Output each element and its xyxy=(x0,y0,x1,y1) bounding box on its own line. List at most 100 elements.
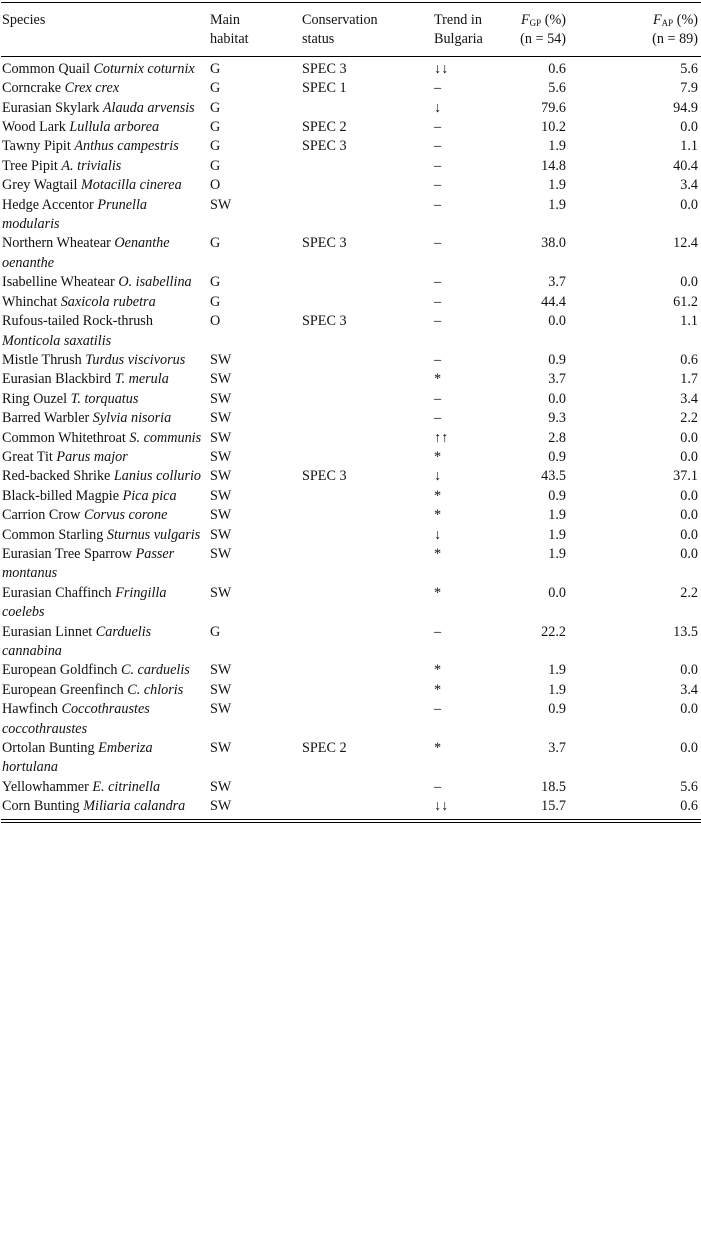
habitat-cell: SW xyxy=(210,487,232,504)
fap-cell: 0.0 xyxy=(680,196,698,213)
common-name: Corncrake xyxy=(2,80,62,97)
status-cell xyxy=(302,681,434,700)
fap-cell: 1.1 xyxy=(680,313,698,330)
habitat-cell: SW xyxy=(210,740,232,757)
trend-cell: * xyxy=(434,487,442,504)
species-cell: Eurasian Chaffinch Fringilla coelebs xyxy=(1,584,210,623)
table-row: Eurasian Blackbird T. merula SW * 3.7 1.7 xyxy=(1,370,701,389)
fgp-cell: 1.9 xyxy=(548,177,566,194)
status-cell: SPEC 3 xyxy=(302,468,347,485)
common-name: Eurasian Skylark xyxy=(2,99,100,116)
status-cell xyxy=(302,623,434,662)
species-cell: Ring Ouzel T. torquatus xyxy=(1,390,210,409)
common-name: Tawny Pipit xyxy=(2,138,71,155)
trend-cell: – xyxy=(434,351,442,368)
fap-cell: 3.4 xyxy=(680,681,698,698)
header-text: Main xyxy=(210,12,240,28)
habitat-cell: SW xyxy=(210,351,232,368)
habitat-cell: G xyxy=(210,235,221,252)
header-species: Species xyxy=(1,2,210,57)
table-row: Barred Warbler Sylvia nisoria SW –9.3 2.2 xyxy=(1,409,701,428)
fgp-cell: 0.9 xyxy=(548,487,566,504)
latin-name: Carduelis cannabina xyxy=(2,623,152,659)
trend-cell: – xyxy=(434,274,442,291)
fgp-cell: 0.6 xyxy=(548,60,566,77)
fap-cell: 1.1 xyxy=(680,138,698,155)
status-cell xyxy=(302,99,434,118)
habitat-cell: SW xyxy=(210,662,232,679)
fap-cell: 7.9 xyxy=(680,80,698,97)
fgp-cell: 5.6 xyxy=(548,80,566,97)
species-cell: Eurasian Skylark Alauda arvensis xyxy=(1,99,210,118)
fgp-cell: 1.9 xyxy=(548,681,566,698)
fgp-cell: 3.7 xyxy=(548,740,566,757)
fap-cell: 0.0 xyxy=(680,274,698,291)
status-cell xyxy=(302,778,434,797)
latin-name: Monticola saxatilis xyxy=(2,332,112,349)
trend-cell: – xyxy=(434,157,442,174)
status-cell xyxy=(302,487,434,506)
table-row: European Goldfinch C. carduelis SW * 1.9 0.0 xyxy=(1,661,701,680)
status-cell xyxy=(302,409,434,428)
fap-cell: 0.6 xyxy=(680,351,698,368)
status-cell xyxy=(302,273,434,292)
habitat-cell: G xyxy=(210,119,221,136)
habitat-cell: SW xyxy=(210,410,232,427)
fgp-cell: 1.9 xyxy=(548,507,566,524)
status-cell xyxy=(302,351,434,370)
trend-cell: – xyxy=(434,119,442,136)
common-name: Black-billed Magpie xyxy=(2,487,120,504)
trend-cell: * xyxy=(434,545,442,562)
habitat-cell: SW xyxy=(210,429,232,446)
header-text: Bulgaria xyxy=(434,31,483,48)
status-cell xyxy=(302,797,434,820)
fgp-cell: 44.4 xyxy=(541,293,566,310)
fap-cell: 5.6 xyxy=(680,60,698,77)
table-row: Mistle Thrush Turdus viscivorus SW –0.9 0.6 xyxy=(1,351,701,370)
fgp-cell: 15.7 xyxy=(541,798,566,815)
common-name: Common Starling xyxy=(2,526,104,543)
status-cell xyxy=(302,429,434,448)
table-row: Eurasian Linnet Carduelis cannabina G –22.… xyxy=(1,623,701,662)
table-row: Red-backed Shrike Lanius collurio SW SPEC … xyxy=(1,467,701,486)
habitat-cell: SW xyxy=(210,196,232,213)
common-name: Yellowhammer xyxy=(2,778,89,795)
common-name: Hedge Accentor xyxy=(2,196,94,213)
trend-cell: * xyxy=(434,584,442,601)
table-row: Common Starling Sturnus vulgaris SW ↓ 1.9 0.… xyxy=(1,526,701,545)
trend-cell: ↓ xyxy=(434,468,442,485)
common-name: Northern Wheatear xyxy=(2,235,111,252)
species-cell: Hawfinch Coccothraustes coccothraustes xyxy=(1,700,210,739)
table-header: Species Main habitat Conservation status T… xyxy=(1,2,701,57)
species-cell: Great Tit Parus major xyxy=(1,448,210,467)
fgp-cell: 14.8 xyxy=(541,157,566,174)
table-row: Corn Bunting Miliaria calandra SW ↓↓ 15.7 0.… xyxy=(1,797,701,820)
latin-name: Pica pica xyxy=(122,487,177,504)
table-row: Corncrake Crex crex G SPEC 1–5.6 7.9 xyxy=(1,79,701,98)
status-cell xyxy=(302,157,434,176)
habitat-cell: SW xyxy=(210,584,232,601)
fgp-cell: 1.9 xyxy=(548,138,566,155)
habitat-cell: SW xyxy=(210,681,232,698)
status-cell xyxy=(302,545,434,584)
habitat-cell: G xyxy=(210,274,221,291)
latin-name: S. communis xyxy=(129,429,202,446)
header-symbol: F xyxy=(520,12,530,28)
header-row: Species Main habitat Conservation status T… xyxy=(1,2,701,57)
species-table: Species Main habitat Conservation status T… xyxy=(1,2,701,823)
status-cell xyxy=(302,448,434,467)
trend-cell: – xyxy=(434,701,442,718)
trend-cell: ↑↑ xyxy=(434,429,449,446)
trend-cell: ↓ xyxy=(434,526,442,543)
table-row: Northern Wheatear Oenanthe oenanthe G SPEC… xyxy=(1,234,701,273)
fap-cell: 94.9 xyxy=(673,99,698,116)
status-cell: SPEC 3 xyxy=(302,138,347,155)
status-cell xyxy=(302,584,434,623)
fgp-cell: 3.7 xyxy=(548,274,566,291)
fap-cell: 61.2 xyxy=(673,293,698,310)
fgp-cell: 0.9 xyxy=(548,351,566,368)
trend-cell: * xyxy=(434,371,442,388)
table-row: Eurasian Tree Sparrow Passer montanus SW *… xyxy=(1,545,701,584)
